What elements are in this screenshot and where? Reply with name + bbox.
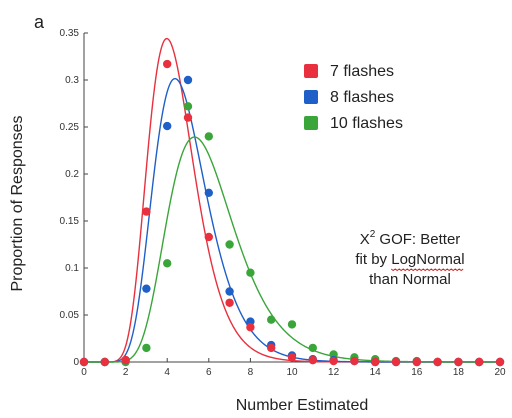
data-point — [475, 357, 484, 367]
y-tick-label: 0.1 — [65, 263, 79, 274]
x-tick-label: 0 — [81, 367, 87, 378]
data-point — [142, 207, 151, 216]
x-tick-label: 14 — [370, 367, 382, 378]
x-tick-label: 6 — [206, 367, 212, 378]
x-tick-label: 12 — [328, 367, 340, 378]
y-tick-label: 0 — [73, 357, 79, 368]
data-point — [225, 240, 234, 249]
data-point — [308, 343, 317, 353]
y-tick-label: 0.2 — [65, 169, 79, 180]
annotation-fit-by: fit by — [355, 251, 391, 268]
y-axis-title: Proportion of Responses — [9, 115, 26, 291]
data-point — [225, 287, 234, 296]
y-tick-label: 0.35 — [60, 28, 80, 39]
x-tick-label: 8 — [248, 367, 254, 378]
data-point — [142, 343, 151, 353]
data-point — [163, 59, 172, 69]
data-point — [163, 259, 172, 268]
data-point — [433, 357, 442, 367]
data-point — [183, 75, 193, 85]
fit-curve — [84, 136, 500, 363]
data-point — [246, 323, 255, 332]
data-point — [204, 232, 213, 242]
legend-label: 8 flashes — [330, 89, 394, 106]
legend-swatch — [304, 90, 318, 104]
data-point — [267, 343, 276, 353]
data-point — [204, 188, 213, 197]
y-tick-label: 0.25 — [60, 122, 80, 133]
legend-swatch — [304, 116, 318, 130]
x-tick-label: 2 — [123, 367, 129, 378]
annotation-superscript: 2 — [370, 229, 376, 240]
x-tick-label: 18 — [453, 367, 465, 378]
annotation-line-2: fit by LogNormal — [355, 251, 464, 268]
data-point — [246, 268, 255, 277]
data-point — [308, 355, 317, 365]
data-point — [391, 357, 401, 367]
legend: 7 flashes 8 flashes 10 flashes — [304, 63, 403, 132]
data-point — [495, 357, 505, 367]
data-point — [142, 284, 151, 293]
data-point — [287, 320, 297, 329]
gof-annotation: X2 GOF: Better fit by LogNormal than Nor… — [355, 229, 464, 288]
data-point — [412, 357, 421, 367]
fit-curve — [84, 37, 500, 363]
annotation-lognormal: LogNormal — [391, 251, 464, 268]
data-point — [183, 113, 193, 122]
x-tick-label: 4 — [164, 367, 170, 378]
legend-label: 7 flashes — [330, 63, 394, 80]
data-point — [350, 356, 359, 366]
legend-label: 10 flashes — [330, 115, 403, 132]
fit-curve — [84, 77, 500, 363]
data-points — [79, 59, 505, 367]
x-tick-label: 16 — [411, 367, 423, 378]
x-tick-label: 10 — [286, 367, 298, 378]
data-point — [371, 357, 380, 367]
annotation-line-1: X2 GOF: Better — [360, 229, 461, 248]
data-point — [225, 298, 234, 307]
annotation-line-3: than Normal — [369, 271, 451, 288]
data-point — [163, 121, 172, 131]
data-point — [204, 132, 213, 141]
annotation-chi: X — [360, 231, 370, 248]
data-point — [121, 355, 130, 365]
y-tick-label: 0.05 — [60, 310, 80, 321]
data-point — [329, 356, 338, 366]
y-tick-label: 0.3 — [65, 75, 79, 86]
legend-swatch — [304, 64, 318, 78]
data-point — [454, 357, 463, 367]
data-point — [287, 353, 297, 362]
x-tick-label: 20 — [494, 367, 506, 378]
x-axis-title: Number Estimated — [236, 397, 369, 414]
data-point — [79, 357, 89, 367]
spellcheck-underline — [390, 268, 464, 272]
annotation-gof-text: GOF: Better — [375, 231, 460, 248]
panel-label: a — [34, 12, 45, 32]
axes: 0 0.05 0.1 0.15 0.2 0.25 0.3 0.35 0 2 4 6 8 10 12 14 16 1… — [60, 28, 506, 378]
data-point — [100, 357, 110, 367]
data-point — [267, 315, 276, 324]
y-tick-label: 0.15 — [60, 216, 80, 227]
fit-curves — [84, 37, 500, 363]
data-point — [183, 102, 193, 111]
